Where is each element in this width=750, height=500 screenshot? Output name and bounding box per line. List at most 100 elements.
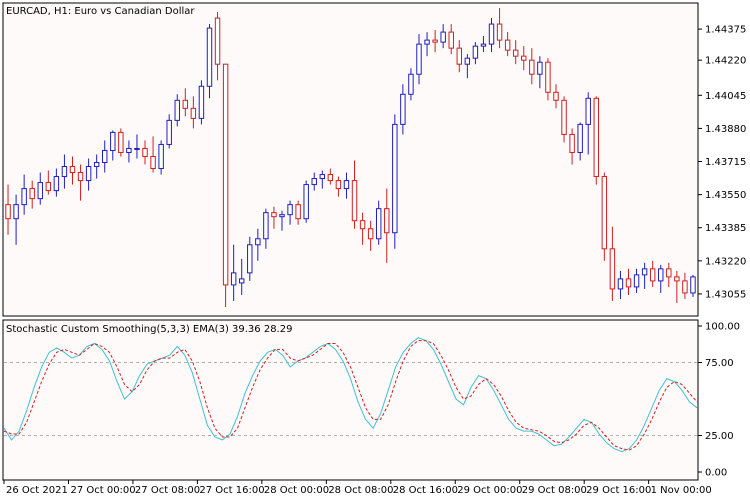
candle bbox=[61, 154, 68, 189]
candles bbox=[5, 8, 696, 307]
candle bbox=[45, 170, 52, 195]
candle-body-bear bbox=[553, 91, 559, 101]
candle-body-bear bbox=[150, 155, 156, 170]
candle bbox=[569, 128, 575, 165]
candle-body-bear bbox=[190, 107, 197, 119]
time-tick-label: 29 Oct 00:00 bbox=[457, 485, 522, 496]
candle bbox=[609, 226, 616, 301]
candle bbox=[214, 12, 221, 81]
candle bbox=[230, 244, 237, 301]
candle bbox=[601, 172, 608, 261]
candle-body-bull bbox=[93, 162, 100, 168]
candle-body-bear bbox=[214, 17, 221, 65]
time-tick-label: 26 Oct 2021 bbox=[6, 485, 68, 496]
candle bbox=[448, 24, 454, 55]
price-tick-label: 1.43880 bbox=[705, 124, 746, 135]
candle bbox=[5, 184, 11, 235]
candle-body-bear bbox=[45, 182, 52, 192]
time-tick-label: 29 Oct 08:00 bbox=[522, 485, 587, 496]
candle-body-bear bbox=[142, 147, 148, 157]
candle bbox=[263, 208, 269, 249]
candle-body-bear bbox=[295, 204, 301, 220]
candle-body-bull bbox=[392, 123, 398, 234]
candle bbox=[456, 40, 463, 73]
candle bbox=[85, 158, 92, 191]
candle-body-bull bbox=[126, 147, 132, 153]
candle-body-bear bbox=[271, 212, 277, 218]
candle bbox=[198, 80, 205, 125]
candle-body-bear bbox=[384, 208, 390, 234]
candle-body-bull bbox=[400, 93, 406, 125]
candle bbox=[384, 188, 390, 263]
candle bbox=[271, 206, 277, 229]
candle-body-bear bbox=[456, 47, 463, 65]
candle bbox=[392, 114, 398, 249]
candle-body-bull bbox=[633, 274, 640, 288]
candle bbox=[375, 200, 382, 245]
candle bbox=[335, 176, 342, 197]
indicator-axis: 100.00 75.00 25.00 0.00 bbox=[4, 322, 740, 479]
indicator-lines bbox=[3, 337, 698, 453]
candle-body-bear bbox=[666, 268, 672, 278]
candle bbox=[222, 63, 229, 307]
candle bbox=[545, 58, 551, 101]
candle-body-bear bbox=[118, 131, 124, 153]
candle-body-bear bbox=[335, 180, 342, 190]
candle-body-bear bbox=[222, 63, 229, 286]
candle-body-bear bbox=[529, 59, 535, 75]
candle-body-bear bbox=[77, 172, 84, 182]
candle-body-bull bbox=[488, 23, 495, 45]
candle-body-bull bbox=[319, 174, 326, 180]
candle-body-bear bbox=[327, 174, 334, 182]
price-tick-label: 1.44045 bbox=[705, 91, 746, 102]
candle-body-bull bbox=[424, 39, 430, 45]
time-axis: 26 Oct 2021 27 Oct 00:00 27 Oct 08:00 27 Oc… bbox=[3, 480, 712, 496]
candle bbox=[343, 172, 350, 199]
candle-body-bear bbox=[521, 55, 527, 61]
candle bbox=[279, 210, 285, 231]
candle bbox=[512, 40, 519, 65]
price-tick-label: 1.43220 bbox=[705, 256, 746, 267]
candle bbox=[77, 164, 84, 201]
candle-body-bull bbox=[102, 149, 108, 164]
candle bbox=[311, 172, 317, 191]
candle bbox=[464, 54, 471, 79]
candle-body-bull bbox=[416, 43, 422, 75]
candle bbox=[521, 46, 527, 71]
candle bbox=[593, 96, 599, 185]
indicator-tick-label: 25.00 bbox=[705, 431, 734, 442]
candle bbox=[21, 174, 27, 215]
candle-body-bull bbox=[85, 166, 92, 182]
time-tick-label: 28 Oct 00:00 bbox=[264, 485, 329, 496]
candle-body-bull bbox=[585, 97, 591, 125]
candle bbox=[150, 136, 156, 173]
candle-body-bull bbox=[230, 272, 237, 286]
candle-body-bull bbox=[690, 276, 696, 294]
candle bbox=[182, 88, 189, 117]
price-tick-label: 1.43550 bbox=[705, 190, 746, 201]
candle-body-bull bbox=[158, 143, 164, 170]
candle bbox=[247, 236, 253, 281]
candle bbox=[110, 130, 116, 161]
price-tick-label: 1.44375 bbox=[705, 25, 746, 36]
candle bbox=[303, 180, 309, 223]
candle-body-bear bbox=[448, 31, 454, 49]
candle bbox=[633, 268, 640, 293]
candle-body-bull bbox=[577, 123, 583, 153]
candle bbox=[625, 268, 632, 295]
candle-body-bear bbox=[504, 39, 511, 51]
candle bbox=[327, 168, 334, 185]
candle-body-bull bbox=[464, 57, 471, 65]
candle-body-bull bbox=[303, 184, 309, 220]
candle bbox=[142, 140, 148, 165]
candle-body-bull bbox=[472, 45, 479, 59]
candle-body-bull bbox=[658, 268, 664, 282]
candle bbox=[553, 84, 559, 109]
candle-body-bull bbox=[641, 268, 648, 276]
candle-body-bear bbox=[182, 99, 189, 109]
candle bbox=[504, 32, 511, 57]
candle-body-bear bbox=[496, 23, 503, 41]
price-tick-label: 1.43055 bbox=[705, 289, 746, 300]
candle-body-bear bbox=[512, 49, 519, 57]
candle-body-bull bbox=[287, 204, 293, 216]
